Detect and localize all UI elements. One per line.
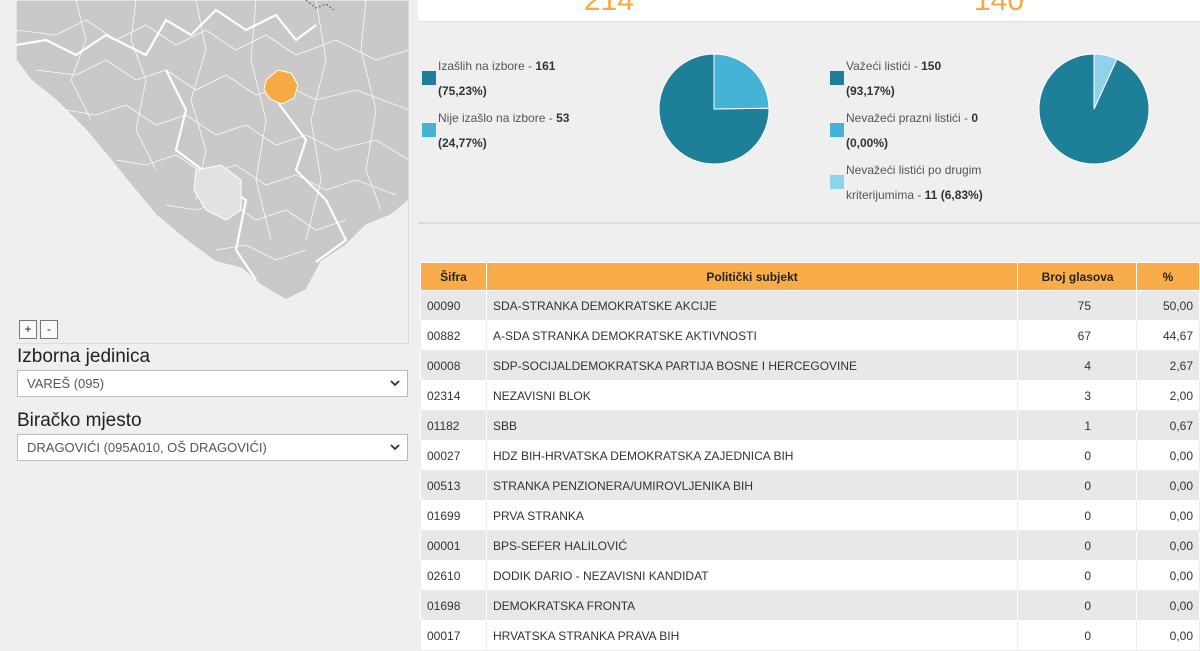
votes-cell: 4	[1017, 350, 1138, 381]
electoral-unit-label: Izborna jedinica	[17, 346, 151, 367]
table-row: 00513 STRANKA PENZIONERA/UMIROVLJENIKA BI…	[420, 470, 1200, 501]
percent-cell: 0,00	[1136, 620, 1200, 651]
ballots-pie-slice	[1093, 53, 1118, 110]
table-row: 02610 DODIK DARIO - NEZAVISNI KANDIDAT 0 0,…	[420, 560, 1200, 591]
votes-cell: 0	[1017, 560, 1138, 591]
valid-ballots-legend: Važeći listići - 150 (93,17%)	[846, 59, 942, 98]
turnout-pie-slice	[713, 53, 770, 110]
party-name-cell: DEMOKRATSKA FRONTA	[485, 590, 1019, 621]
party-code-cell: 00027	[420, 440, 487, 471]
table-row: 00008 SDP-SOCIJALDEMOKRATSKA PARTIJA BOSN…	[420, 350, 1200, 381]
table-row: 01698 DEMOKRATSKA FRONTA 0 0,00	[420, 590, 1200, 621]
percent-cell: 44,67	[1136, 320, 1200, 351]
percent-cell: 0,00	[1136, 590, 1200, 621]
column-header-code[interactable]: Šifra	[420, 262, 487, 291]
percent-cell: 2,00	[1136, 380, 1200, 411]
party-name-cell: NEZAVISNI BLOK	[485, 380, 1019, 411]
ballots-pie-chart	[1038, 53, 1150, 165]
party-name-cell: A-SDA STRANKA DEMOKRATSKE AKTIVNOSTI	[485, 320, 1019, 351]
percent-cell: 0,00	[1136, 440, 1200, 471]
registered-voters-count: 214	[584, 0, 635, 17]
table-row: 01182 SBB 1 0,67	[420, 410, 1200, 441]
invalid-other-ballots-legend: Nevažeći listići po drugim kriterijumima…	[846, 163, 983, 202]
table-row: 00027 HDZ BIH-HRVATSKA DEMOKRATSKA ZAJEDN…	[420, 440, 1200, 471]
table-row: 00882 A-SDA STRANKA DEMOKRATSKE AKTIVNOST…	[420, 320, 1200, 351]
votes-cell: 0	[1017, 440, 1138, 471]
percent-cell: 0,00	[1136, 470, 1200, 501]
party-name-cell: SDA-STRANKA DEMOKRATSKE AKCIJE	[485, 290, 1019, 321]
party-code-cell: 01182	[420, 410, 487, 441]
percent-cell: 0,00	[1136, 560, 1200, 591]
legend-swatch	[830, 175, 844, 189]
votes-cell: 3	[1017, 380, 1138, 411]
table-row: 00017 HRVATSKA STRANKA PRAVA BIH 0 0,00	[420, 620, 1200, 651]
party-name-cell: SBB	[485, 410, 1019, 441]
party-code-cell: 01698	[420, 590, 487, 621]
chevron-down-icon	[390, 380, 400, 387]
electoral-unit-value: VAREŠ (095)	[27, 376, 105, 391]
party-name-cell: STRANKA PENZIONERA/UMIROVLJENIKA BIH	[485, 470, 1019, 501]
party-name-cell: HRVATSKA STRANKA PRAVA BIH	[485, 620, 1019, 651]
column-header-votes[interactable]: Broj glasova	[1017, 262, 1138, 291]
highlighted-municipality[interactable]	[263, 69, 299, 105]
percent-cell: 0,00	[1136, 530, 1200, 561]
party-code-cell: 00882	[420, 320, 487, 351]
votes-cell: 0	[1017, 620, 1138, 651]
stats-summary: 214 140	[418, 0, 1200, 22]
electoral-unit-select[interactable]: VAREŠ (095)	[17, 370, 408, 397]
legend-swatch	[830, 123, 844, 137]
party-code-cell: 02314	[420, 380, 487, 411]
percent-cell: 0,67	[1136, 410, 1200, 441]
turnout-voted-legend: Izašlih na izbore - 161 (75,23%)	[438, 59, 556, 98]
party-code-cell: 00090	[420, 290, 487, 321]
votes-cell: 1	[1017, 410, 1138, 441]
percent-cell: 0,00	[1136, 500, 1200, 531]
party-name-cell: PRVA STRANKA	[485, 500, 1019, 531]
polling-station-select[interactable]: DRAGOVIĆI (095A010, OŠ DRAGOVIĆI)	[17, 434, 408, 461]
turnout-pie-chart	[658, 53, 770, 165]
zoom-in-button[interactable]: +	[19, 320, 37, 339]
stats-panel: Izašlih na izbore - 161 (75,23%) Nije iz…	[418, 44, 1200, 224]
votes-cell: 0	[1017, 530, 1138, 561]
invalid-empty-ballots-legend: Nevažeći prazni listići - 0 (0,00%)	[846, 111, 979, 150]
party-code-cell: 01699	[420, 500, 487, 531]
chevron-down-icon	[390, 444, 400, 451]
legend-swatch	[830, 71, 844, 85]
votes-cell: 0	[1017, 500, 1138, 531]
results-table: Šifra Politički subjekt Broj glasova % 0…	[420, 262, 1200, 651]
table-row: 00090 SDA-STRANKA DEMOKRATSKE AKCIJE 75 50,…	[420, 290, 1200, 321]
party-name-cell: SDP-SOCIJALDEMOKRATSKA PARTIJA BOSNE I H…	[485, 350, 1019, 381]
votes-cell: 67	[1017, 320, 1138, 351]
turnout-not-voted-legend: Nije izašlo na izbore - 53 (24,77%)	[438, 111, 570, 150]
votes-cell: 75	[1017, 290, 1138, 321]
legend-swatch	[422, 71, 436, 85]
map-zoom-controls: + -	[19, 320, 58, 339]
party-name-cell: DODIK DARIO - NEZAVISNI KANDIDAT	[485, 560, 1019, 591]
party-name-cell: BPS-SEFER HALILOVIĆ	[485, 530, 1019, 561]
votes-cell: 0	[1017, 590, 1138, 621]
party-code-cell: 02610	[420, 560, 487, 591]
voted-count: 140	[974, 0, 1025, 17]
table-row: 00001 BPS-SEFER HALILOVIĆ 0 0,00	[420, 530, 1200, 561]
percent-cell: 50,00	[1136, 290, 1200, 321]
party-name-cell: HDZ BIH-HRVATSKA DEMOKRATSKA ZAJEDNICA B…	[485, 440, 1019, 471]
legend-swatch	[422, 123, 436, 137]
party-code-cell: 00017	[420, 620, 487, 651]
polling-station-value: DRAGOVIĆI (095A010, OŠ DRAGOVIĆI)	[27, 440, 267, 455]
percent-cell: 2,67	[1136, 350, 1200, 381]
table-header-row: Šifra Politički subjekt Broj glasova %	[420, 262, 1200, 291]
column-header-percent[interactable]: %	[1136, 262, 1200, 291]
zoom-out-button[interactable]: -	[40, 320, 58, 339]
party-code-cell: 00001	[420, 530, 487, 561]
column-header-party[interactable]: Politički subjekt	[485, 262, 1019, 291]
table-row: 01699 PRVA STRANKA 0 0,00	[420, 500, 1200, 531]
party-code-cell: 00008	[420, 350, 487, 381]
polling-station-label: Biračko mjesto	[17, 410, 142, 431]
table-row: 02314 NEZAVISNI BLOK 3 2,00	[420, 380, 1200, 411]
party-code-cell: 00513	[420, 470, 487, 501]
votes-cell: 0	[1017, 470, 1138, 501]
turnout-pie-slice	[658, 53, 770, 165]
electoral-map[interactable]	[16, 0, 409, 344]
map-panel[interactable]	[16, 0, 409, 344]
